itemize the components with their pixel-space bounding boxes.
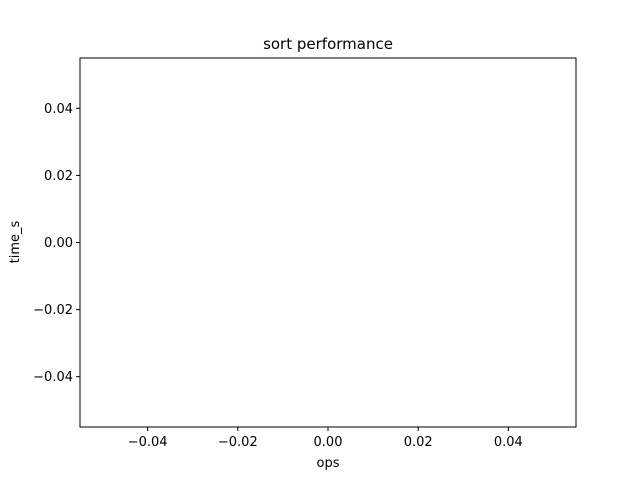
x-axis-ticks: −0.04 −0.02 0.00 0.02 0.04 (128, 427, 523, 450)
y-tick-label: 0.02 (44, 169, 73, 184)
x-tick-label: 0.02 (404, 435, 433, 450)
x-tick-label: 0.04 (494, 435, 523, 450)
y-tick-label: −0.02 (33, 303, 73, 318)
plot-area (79, 57, 577, 428)
x-axis-label: ops (317, 456, 340, 471)
y-axis-label: time_s (8, 220, 23, 263)
y-tick-label: 0.04 (44, 102, 73, 117)
x-tick-label: −0.04 (128, 435, 168, 450)
y-axis-ticks: −0.04 −0.02 0.00 0.02 0.04 (33, 102, 80, 385)
y-tick-label: 0.00 (44, 236, 73, 251)
chart-title: sort performance (263, 35, 393, 53)
x-tick-label: 0.00 (314, 435, 343, 450)
x-tick-label: −0.02 (218, 435, 258, 450)
y-tick-label: −0.04 (33, 370, 73, 385)
